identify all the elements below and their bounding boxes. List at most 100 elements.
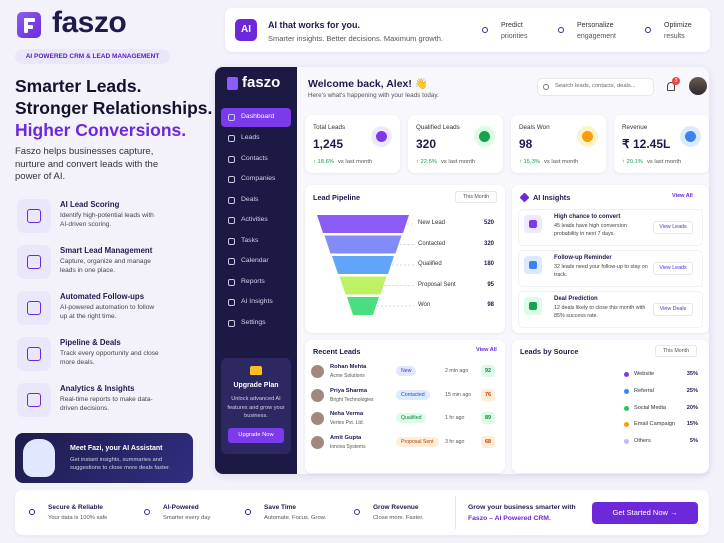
icon (477, 22, 493, 38)
filter-pill[interactable]: This Month (455, 191, 497, 203)
insight-title: Follow-up Reminder (554, 255, 612, 261)
menu-icon (228, 155, 235, 163)
footer-item-title: Secure & Reliable (48, 504, 103, 511)
avatar (689, 77, 707, 95)
lead-name: Amit Gupta (330, 434, 362, 441)
stage-name: Contacted (418, 240, 446, 247)
stat-period: vs last month (338, 159, 373, 165)
lead-company: Bright Technologies (330, 396, 374, 403)
icon-glyph (557, 26, 565, 34)
upgrade-title: Upgrade Plan (233, 382, 279, 389)
icon-glyph (27, 347, 41, 361)
ai-badge: AI (235, 19, 257, 41)
logo-mark (24, 18, 35, 22)
footer-item-text: Automate. Focus. Grow. (264, 515, 327, 521)
stat-value: 1,245 (313, 137, 344, 151)
search-box[interactable] (537, 78, 654, 96)
menu-icon (228, 196, 235, 204)
icon-glyph (244, 508, 252, 516)
assistant-box: Meet Fazi, your AI Assistant Get instant … (15, 433, 193, 483)
stat-label: Revenue (622, 124, 648, 131)
menu-item[interactable]: Settings (241, 318, 266, 326)
lead-status: Contacted (396, 389, 430, 400)
icon (17, 383, 51, 417)
stat-label: Total Leads (313, 124, 346, 131)
legend-dot (624, 422, 629, 428)
menu-item[interactable]: Deals (241, 195, 259, 203)
cta-brand: Faszo – AI Powered CRM. (468, 515, 551, 522)
cta-text: Grow your business smarter with (468, 504, 576, 511)
lead-company: Acme Solutions (330, 373, 365, 379)
menu-item[interactable]: Contacts (241, 154, 268, 162)
menu-item[interactable]: Tasks (241, 236, 259, 244)
stage-value: 520 (483, 220, 494, 226)
menu-item[interactable]: AI Insights (241, 298, 273, 305)
sources-title: Leads by Source (520, 347, 579, 356)
notification-badge: 3 (672, 77, 680, 85)
icon-glyph (28, 508, 36, 516)
feature-title: Smart Lead Management (60, 246, 153, 255)
upgrade-button[interactable]: Upgrade Now (228, 428, 284, 443)
insight-icon (524, 256, 542, 274)
assistant-text: Get instant insights, summaries and sugg… (70, 457, 171, 471)
lead-score: 89 (481, 412, 495, 424)
pipeline-title: Lead Pipeline (313, 193, 361, 202)
insight-text: 32 leads need your follow-up to stay on … (554, 264, 648, 278)
bell-icon[interactable] (667, 82, 675, 91)
insight-row (518, 209, 703, 246)
feature-text: Real-time reports to make data-driven de… (60, 396, 153, 412)
footer-item-title: AI-Powered (163, 504, 199, 511)
menu-item[interactable]: Reports (241, 277, 265, 285)
stat-value: 98 (519, 137, 533, 151)
legend-name: Referral (634, 387, 654, 394)
legend-dot (624, 372, 629, 377)
cta-button[interactable]: Get Started Now → (592, 502, 698, 524)
icon-glyph (644, 26, 652, 34)
lead-score: 92 (481, 365, 495, 377)
legend-dot (624, 388, 629, 394)
lead-status: Proposal Sent (396, 436, 439, 447)
stat-change: ↑ 15.3% (519, 159, 540, 165)
icon-glyph (27, 393, 41, 407)
lead-name: Neha Verma (330, 411, 364, 417)
menu-active (221, 108, 291, 127)
insight-icon-dot (529, 302, 537, 310)
legend-name: Social Media (634, 404, 667, 411)
stat-label: Qualified Leads (416, 124, 460, 131)
legend-value: 20% (686, 404, 698, 411)
footer-divider (455, 496, 456, 529)
footer-item-text: Your data is 100% safe (48, 515, 108, 521)
insight-button[interactable]: View Deals (653, 303, 693, 316)
menu-icon (228, 237, 235, 245)
menu-item[interactable]: Leads (241, 134, 260, 141)
lead-name: Priya Sharma (330, 387, 368, 394)
filter-pill[interactable]: This Month (655, 345, 697, 357)
feature-title: Pipeline & Deals (60, 338, 121, 347)
crown-icon (250, 366, 262, 375)
view-all[interactable]: View All (476, 347, 497, 353)
footer-item-text: Close more. Faster. (373, 515, 424, 521)
search-icon (543, 84, 549, 90)
stat-change: ↑ 18.6% (313, 159, 334, 165)
menu-item[interactable]: Companies (241, 175, 276, 182)
menu-item[interactable]: Calendar (241, 257, 269, 264)
feature-text: AI-powered automation to follow up at th… (60, 304, 155, 320)
legend-value: 35% (686, 371, 698, 377)
menu-item[interactable]: Activities (241, 216, 268, 223)
menu-icon (228, 114, 235, 121)
insight-button[interactable]: View Leads (653, 262, 693, 275)
sources-card (512, 340, 709, 473)
legend-dot (624, 405, 629, 411)
view-all[interactable]: View All (672, 193, 693, 199)
insight-row (518, 250, 703, 287)
icon (349, 504, 365, 520)
lead-status: New (396, 366, 417, 376)
banner-item-text: priorities (501, 33, 528, 40)
menu-item[interactable]: Dashboard (241, 113, 275, 120)
legend-name: Website (634, 371, 655, 377)
stage-value: 180 (483, 261, 494, 267)
logo-mark (24, 25, 33, 29)
insight-button[interactable]: View Leads (653, 221, 693, 234)
legend-name: Others (634, 438, 651, 445)
headline: Stronger Relationships. (15, 98, 213, 118)
